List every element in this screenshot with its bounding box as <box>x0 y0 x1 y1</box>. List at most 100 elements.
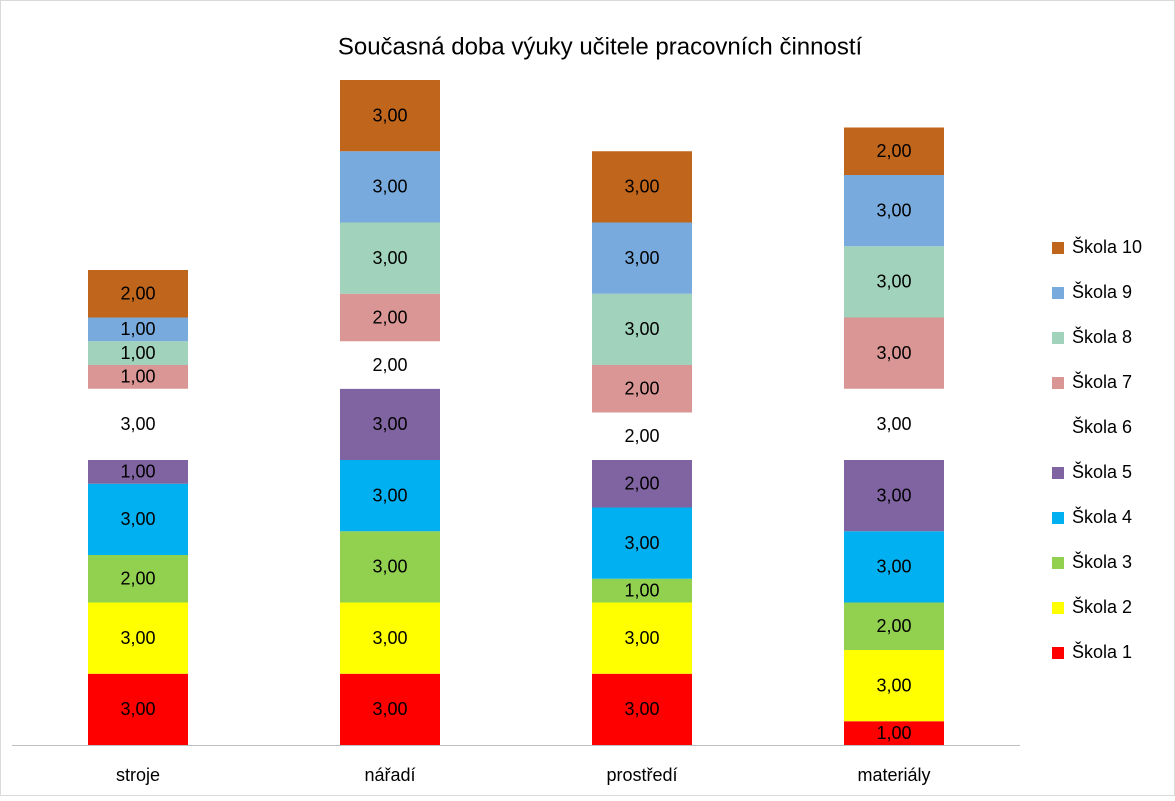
legend-label: Škola 10 <box>1072 236 1142 257</box>
data-label: 3,00 <box>120 509 155 529</box>
bar-segment <box>88 341 188 365</box>
bar-segment <box>844 460 944 532</box>
bar-segment <box>340 293 440 342</box>
data-label: 2,00 <box>372 307 407 327</box>
data-label: 3,00 <box>120 414 155 434</box>
bar-segment <box>592 151 692 223</box>
bar-segment <box>592 365 692 413</box>
legend-label: Škola 5 <box>1072 461 1132 482</box>
bar-segment <box>844 721 944 745</box>
bar-segment <box>592 602 692 674</box>
bar-segment <box>340 388 440 460</box>
bar-segment <box>844 650 944 722</box>
bar-segment <box>340 341 440 389</box>
bar-segment <box>88 460 188 484</box>
bar-segment <box>592 293 692 365</box>
bar-segment <box>592 222 692 294</box>
bar-segment <box>340 602 440 674</box>
x-tick-label: stroje <box>116 765 160 785</box>
bar-segment <box>844 531 944 603</box>
bar-segment <box>844 602 944 650</box>
bar-segment <box>844 388 944 460</box>
legend-label: Škola 7 <box>1072 371 1132 392</box>
legend-swatch <box>1052 332 1064 344</box>
bar-segment <box>592 673 692 745</box>
bar-segment <box>340 673 440 745</box>
bar-segment <box>844 317 944 389</box>
data-label: 2,00 <box>624 474 659 494</box>
data-label: 1,00 <box>120 319 155 339</box>
data-label: 2,00 <box>624 379 659 399</box>
bar-segment <box>88 317 188 342</box>
legend-swatch <box>1052 467 1064 479</box>
data-label: 3,00 <box>120 628 155 648</box>
legend-swatch <box>1052 602 1064 614</box>
bar-segment <box>88 270 188 318</box>
data-label: 3,00 <box>624 177 659 197</box>
data-label: 3,00 <box>624 699 659 719</box>
x-tick-label: prostředí <box>606 765 677 785</box>
data-label: 3,00 <box>876 414 911 434</box>
data-label: 1,00 <box>120 367 155 387</box>
legend-swatch <box>1052 287 1064 299</box>
data-label: 3,00 <box>876 485 911 505</box>
bar-segment <box>844 246 944 318</box>
data-label: 2,00 <box>120 284 155 304</box>
legend-swatch <box>1052 422 1064 434</box>
data-label: 1,00 <box>624 580 659 600</box>
bar-segment <box>88 483 188 555</box>
data-label: 1,00 <box>120 343 155 363</box>
data-label: 3,00 <box>120 699 155 719</box>
data-label: 2,00 <box>372 355 407 375</box>
x-tick-label: materiály <box>857 765 930 785</box>
data-label: 3,00 <box>876 272 911 292</box>
data-label: 3,00 <box>372 105 407 125</box>
data-label: 2,00 <box>876 141 911 161</box>
legend-label: Škola 6 <box>1072 416 1132 437</box>
bar-segment <box>88 365 188 389</box>
data-label: 1,00 <box>120 462 155 482</box>
bar-segment <box>88 602 188 674</box>
data-label: 2,00 <box>876 616 911 636</box>
data-label: 3,00 <box>876 343 911 363</box>
legend-label: Škola 2 <box>1072 596 1132 617</box>
data-label: 3,00 <box>624 248 659 268</box>
legend-swatch <box>1052 242 1064 254</box>
bar-segment <box>88 673 188 745</box>
legend-swatch <box>1052 647 1064 659</box>
bar-segment <box>340 80 440 152</box>
bar-segment <box>592 578 692 603</box>
legend-label: Škola 3 <box>1072 551 1132 572</box>
bar-segment <box>592 412 692 460</box>
data-label: 3,00 <box>876 200 911 220</box>
bar-segment <box>844 127 944 175</box>
data-label: 3,00 <box>624 628 659 648</box>
legend-swatch <box>1052 557 1064 569</box>
legend-label: Škola 8 <box>1072 326 1132 347</box>
data-label: 2,00 <box>624 426 659 446</box>
bar-segment <box>340 151 440 223</box>
bar-segment <box>340 531 440 603</box>
data-label: 3,00 <box>876 675 911 695</box>
data-label: 3,00 <box>372 177 407 197</box>
bar-segment <box>844 175 944 247</box>
legend-swatch <box>1052 377 1064 389</box>
data-label: 3,00 <box>372 628 407 648</box>
data-label: 3,00 <box>876 557 911 577</box>
bar-segment <box>592 460 692 508</box>
data-label: 1,00 <box>876 723 911 743</box>
data-label: 2,00 <box>120 569 155 589</box>
data-label: 3,00 <box>372 557 407 577</box>
data-label: 3,00 <box>624 533 659 553</box>
data-label: 3,00 <box>624 319 659 339</box>
chart-title: Současná doba výuky učitele pracovních č… <box>338 33 863 60</box>
data-label: 3,00 <box>372 414 407 434</box>
x-tick-label: nářadí <box>364 765 415 785</box>
legend-label: Škola 1 <box>1072 641 1132 662</box>
bar-segment <box>592 507 692 579</box>
bar-segment <box>88 555 188 603</box>
legend-label: Škola 9 <box>1072 281 1132 302</box>
bar-segment <box>88 388 188 460</box>
